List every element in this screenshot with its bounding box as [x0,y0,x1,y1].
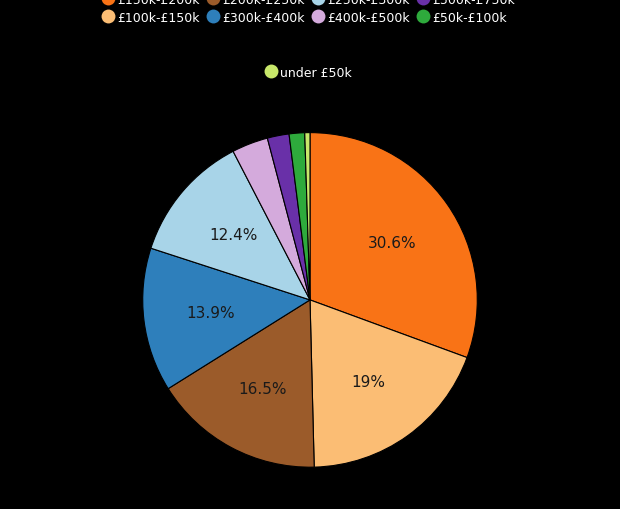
Wedge shape [143,249,310,389]
Text: 19%: 19% [352,374,386,389]
Wedge shape [267,135,310,300]
Wedge shape [233,139,310,300]
Wedge shape [310,133,477,358]
Wedge shape [289,133,310,300]
Text: 30.6%: 30.6% [368,236,417,250]
Legend: under £50k: under £50k [268,67,352,79]
Wedge shape [151,152,310,300]
Wedge shape [305,133,310,300]
Wedge shape [310,300,467,467]
Text: 16.5%: 16.5% [238,381,286,396]
Text: 12.4%: 12.4% [210,228,258,243]
Wedge shape [168,300,314,467]
Text: 13.9%: 13.9% [186,305,235,320]
